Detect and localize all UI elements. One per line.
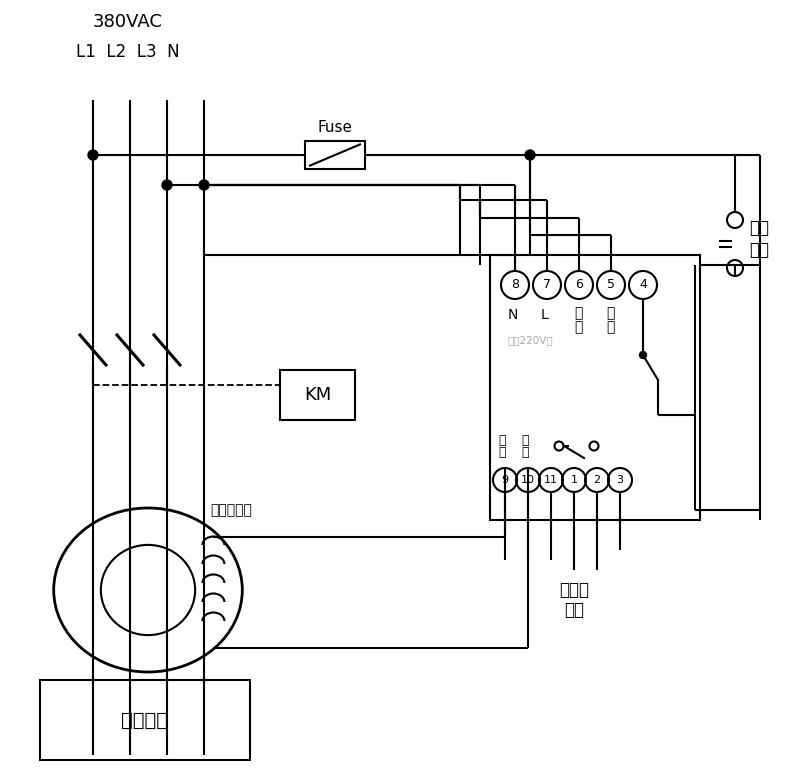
Text: 2: 2 (594, 475, 601, 485)
Text: 380VAC: 380VAC (93, 13, 163, 31)
Text: L: L (541, 308, 549, 322)
Text: 試: 試 (606, 306, 614, 320)
Text: 9: 9 (502, 475, 509, 485)
Text: 报警: 报警 (564, 601, 584, 619)
Text: 信: 信 (522, 433, 529, 447)
Text: 4: 4 (639, 279, 647, 291)
Text: 接声光: 接声光 (559, 581, 589, 599)
Text: 7: 7 (543, 279, 551, 291)
Bar (490, 255, 700, 520)
Bar (305, 141, 365, 169)
Text: N: N (508, 308, 518, 322)
Circle shape (639, 351, 646, 358)
Text: 10: 10 (521, 475, 535, 485)
Text: 試: 試 (574, 306, 582, 320)
Text: 驗: 驗 (606, 320, 614, 334)
Text: 号: 号 (522, 445, 529, 458)
Text: Fuse: Fuse (318, 119, 353, 134)
Bar (280, 370, 355, 420)
Text: 开关: 开关 (749, 241, 769, 259)
Text: 零序互感器: 零序互感器 (210, 503, 252, 517)
Text: 用户设备: 用户设备 (122, 711, 169, 729)
Text: 6: 6 (575, 279, 583, 291)
Circle shape (525, 150, 535, 160)
Text: 8: 8 (511, 279, 519, 291)
Text: KM: KM (304, 386, 331, 404)
Circle shape (199, 180, 209, 190)
Text: 号: 号 (498, 445, 506, 458)
Circle shape (88, 150, 98, 160)
Text: 11: 11 (544, 475, 558, 485)
Text: 5: 5 (607, 279, 615, 291)
Circle shape (162, 180, 172, 190)
Text: 自锁: 自锁 (749, 219, 769, 237)
Text: 1: 1 (570, 475, 578, 485)
Text: 驗: 驗 (574, 320, 582, 334)
Text: L1  L2  L3  N: L1 L2 L3 N (76, 43, 180, 61)
Bar (40, 680, 250, 760)
Text: 电源220V～: 电源220V～ (507, 335, 553, 345)
Text: 3: 3 (617, 475, 623, 485)
Text: 信: 信 (498, 433, 506, 447)
